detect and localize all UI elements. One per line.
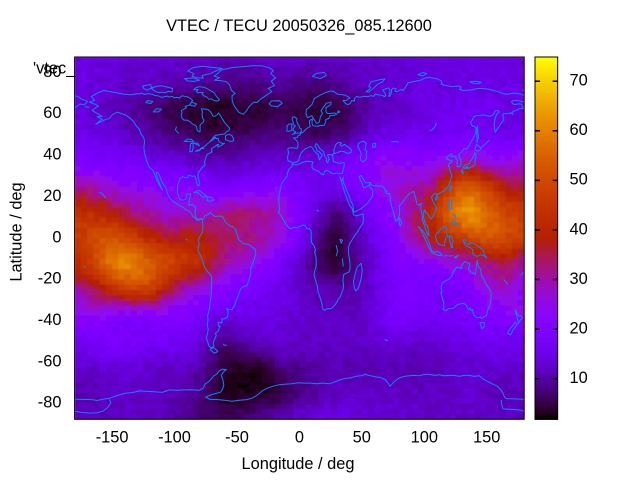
svg-text:50: 50 bbox=[570, 171, 588, 189]
svg-text:30: 30 bbox=[570, 270, 588, 288]
svg-text:60: 60 bbox=[570, 121, 588, 139]
svg-text:'vtec_: 'vtec_ bbox=[33, 60, 76, 78]
svg-text:80: 80 bbox=[43, 63, 61, 81]
svg-text:-50: -50 bbox=[225, 429, 249, 447]
svg-text:-100: -100 bbox=[158, 429, 191, 447]
svg-text:-20: -20 bbox=[38, 270, 62, 288]
svg-text:-40: -40 bbox=[38, 311, 62, 329]
svg-text:40: 40 bbox=[570, 220, 588, 238]
svg-text:20: 20 bbox=[43, 187, 61, 205]
svg-text:100: 100 bbox=[411, 429, 438, 447]
svg-text:-150: -150 bbox=[96, 429, 129, 447]
svg-text:10: 10 bbox=[570, 369, 588, 387]
svg-text:20: 20 bbox=[570, 319, 588, 337]
svg-text:70: 70 bbox=[570, 72, 588, 90]
svg-text:Longitude / deg: Longitude / deg bbox=[241, 455, 354, 473]
svg-text:-60: -60 bbox=[38, 352, 62, 370]
svg-text:0: 0 bbox=[295, 429, 304, 447]
svg-text:60: 60 bbox=[43, 104, 61, 122]
svg-text:50: 50 bbox=[353, 429, 371, 447]
svg-text:Latitude / deg: Latitude / deg bbox=[8, 182, 26, 281]
svg-text:150: 150 bbox=[473, 429, 500, 447]
svg-text:-80: -80 bbox=[38, 394, 62, 412]
svg-text:0: 0 bbox=[52, 228, 61, 246]
svg-text:40: 40 bbox=[43, 146, 61, 164]
svg-text:VTEC / TECU 20050326_085.12600: VTEC / TECU 20050326_085.12600 bbox=[166, 17, 432, 35]
